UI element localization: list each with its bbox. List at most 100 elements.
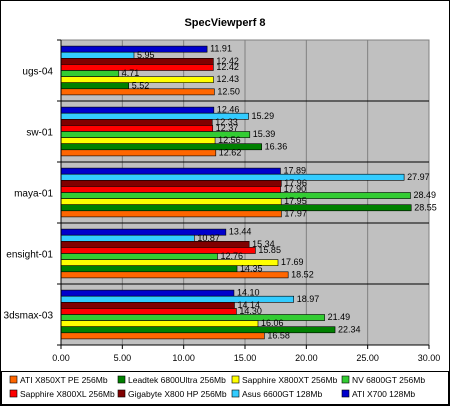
category-label: maya-01 [14, 189, 53, 200]
data-label: 12.43 [216, 74, 239, 84]
data-label: 12.56 [218, 135, 241, 145]
data-label: 15.85 [258, 245, 281, 255]
axes: 0.00 5.00 10.00 15.00 20.00 25.00 30.00 ugs-04 s… [4, 39, 441, 363]
legend-label: Leadtek 6800Ultra 256Mb [128, 375, 226, 385]
bar [60, 241, 250, 248]
bar [60, 320, 259, 328]
bar [60, 210, 282, 218]
legend: ATI X850XT PE 256Mb Leadtek 6800Ultra 256… [1, 371, 449, 405]
bar [60, 301, 235, 309]
data-label: 12.33 [215, 117, 238, 127]
data-label: 16.58 [267, 330, 290, 340]
legend-swatch [231, 389, 240, 398]
legend-label: Asus 6600GT 128Mb [242, 389, 322, 399]
x-tick-label: 5.00 [114, 353, 132, 363]
legend-swatch [117, 389, 126, 398]
data-label: 12.42 [216, 62, 239, 72]
data-label: 18.97 [297, 294, 320, 304]
bar [60, 167, 281, 175]
legend-swatch [341, 375, 350, 384]
data-label: 17.69 [281, 257, 304, 267]
bar [60, 314, 325, 321]
bar [60, 82, 130, 90]
x-tick-label: 0.00 [52, 353, 70, 363]
bar [60, 119, 213, 126]
bar [60, 326, 336, 334]
data-label: 17.90 [284, 184, 307, 194]
data-label: 16.06 [261, 318, 284, 328]
data-label: 13.44 [229, 227, 252, 237]
data-label: 15.39 [253, 129, 276, 139]
bar [60, 253, 218, 260]
bar [60, 265, 238, 273]
legend-label: NV 6800GT 256Mb [352, 375, 425, 385]
data-label: 12.76 [221, 251, 244, 261]
data-label: 18.52 [291, 269, 314, 279]
legend-swatch [9, 375, 18, 384]
x-tick-label: 15.00 [234, 353, 257, 363]
legend-swatch [117, 375, 126, 384]
data-label: 14.10 [237, 288, 260, 298]
legend-label: Gigabyte X800 HP 256Mb [128, 389, 227, 399]
bar [60, 173, 405, 181]
legend-label: Sapphire X800XT 256Mb [242, 375, 338, 385]
data-label: 27.97 [407, 172, 430, 182]
data-label: 17.96 [284, 178, 307, 188]
legend-swatch [231, 375, 240, 384]
category-label: sw-01 [26, 128, 53, 139]
legend-label: Sapphire X800XL 256Mb [20, 389, 115, 399]
data-label: 22.34 [338, 324, 361, 334]
bar [60, 308, 237, 315]
category-label: 3dsmax-03 [4, 311, 54, 322]
data-label: 5.95 [137, 50, 155, 60]
data-label: 14.30 [239, 306, 262, 316]
bar [60, 51, 135, 59]
data-label: 11.91 [210, 44, 232, 54]
legend-label: ATI X700 128Mb [352, 389, 415, 399]
data-label: 12.37 [216, 123, 239, 133]
legend-swatch [341, 389, 350, 398]
data-label: 28.49 [413, 190, 436, 200]
bars [60, 45, 412, 340]
data-label: 21.49 [328, 312, 351, 322]
data-label: 14.14 [237, 300, 260, 310]
bar [60, 192, 411, 199]
category-label: ensight-01 [6, 250, 53, 261]
bar [60, 332, 265, 340]
legend-box [1, 371, 449, 405]
chart-title: SpecViewperf 8 [184, 17, 265, 29]
bar [60, 289, 235, 297]
bar [60, 204, 412, 212]
data-label: 12.46 [217, 105, 240, 115]
bar [60, 198, 282, 206]
category-label: ugs-04 [22, 67, 53, 78]
data-label: 15.29 [252, 111, 275, 121]
bar [60, 186, 281, 193]
x-tick-label: 25.00 [356, 353, 379, 363]
data-label: 12.42 [216, 56, 239, 66]
data-label: 17.97 [284, 208, 307, 218]
bar [60, 234, 195, 242]
legend-label: ATI X850XT PE 256Mb [20, 375, 108, 385]
data-label: 16.36 [265, 141, 288, 151]
bar [60, 125, 214, 132]
x-tick-label: 20.00 [295, 353, 318, 363]
data-label: 12.62 [219, 147, 242, 157]
bar [60, 137, 216, 145]
x-tick-label: 10.00 [172, 353, 195, 363]
data-label: 12.50 [217, 86, 240, 96]
data-label: 10.87 [197, 233, 220, 243]
data-label: 28.55 [414, 202, 437, 212]
data-label: 17.95 [284, 196, 307, 206]
data-label: 4.71 [122, 68, 140, 78]
data-label: 15.34 [252, 239, 275, 249]
data-label: 17.89 [283, 166, 306, 176]
bar [60, 149, 217, 157]
x-tick-label: 30.00 [418, 353, 441, 363]
bar [60, 180, 282, 187]
bar [60, 45, 208, 53]
bar [60, 106, 215, 114]
